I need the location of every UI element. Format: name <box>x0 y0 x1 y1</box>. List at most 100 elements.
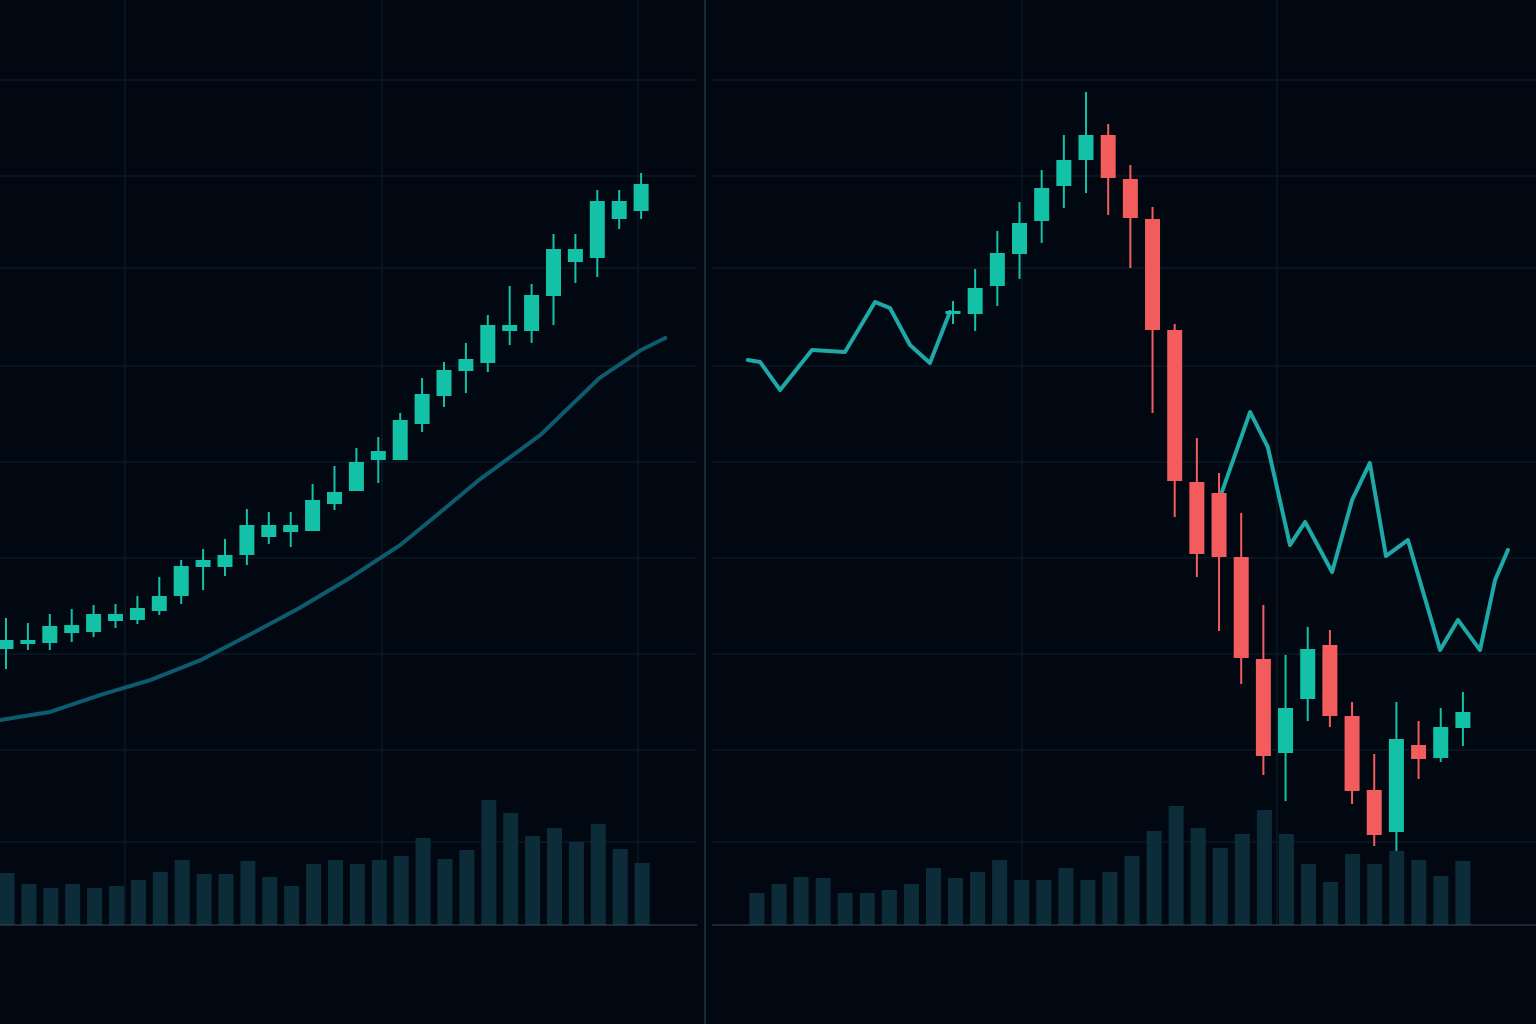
candle-body <box>261 525 277 537</box>
candle-down <box>1145 207 1161 413</box>
candle-body <box>436 370 452 396</box>
volume-bar <box>992 860 1008 925</box>
volume-bar <box>1014 880 1030 925</box>
candle-up <box>633 173 649 219</box>
volume-bar <box>130 880 146 925</box>
candle-body <box>1122 179 1138 218</box>
volume-bar <box>612 849 628 925</box>
candle-body <box>20 640 36 644</box>
candle-up <box>1078 92 1094 193</box>
candle-body <box>86 614 102 632</box>
volume-bar <box>1036 880 1052 925</box>
candle-body <box>1211 493 1227 557</box>
candle-up <box>42 614 58 650</box>
candle-body <box>1056 160 1072 186</box>
candle-up <box>195 549 211 590</box>
candle-up <box>1388 702 1404 851</box>
candle-up <box>348 448 364 491</box>
candle-up <box>1034 170 1050 243</box>
candle-body <box>1411 745 1427 759</box>
candle-down <box>1255 605 1271 775</box>
candle-up <box>86 605 102 637</box>
candle-body <box>1366 790 1382 835</box>
volume-bar <box>437 859 453 925</box>
candle-down <box>1122 165 1138 268</box>
candle-body <box>546 249 561 296</box>
candle-up <box>217 539 233 576</box>
candle-up <box>305 484 321 531</box>
candle-body <box>1255 659 1271 756</box>
volume-bar <box>109 886 124 925</box>
volume-bar <box>1124 856 1140 925</box>
candle-body <box>1012 223 1028 254</box>
candle-up <box>1433 708 1449 762</box>
candle-down <box>1211 473 1227 631</box>
candle-body <box>305 500 321 531</box>
candle-up <box>392 413 408 460</box>
candle-body <box>129 608 145 620</box>
candle-body <box>1388 739 1404 832</box>
volume-bar <box>65 884 81 925</box>
candle-up <box>524 284 540 343</box>
candle-body <box>217 555 233 567</box>
candle-up <box>327 466 342 510</box>
candle-down <box>1366 754 1382 846</box>
volume-bar <box>262 877 278 925</box>
volume-bar <box>174 860 190 925</box>
candle-body <box>1145 219 1161 330</box>
candle-up <box>945 301 961 324</box>
volume-bar <box>1433 876 1449 925</box>
candle-up <box>1012 202 1028 279</box>
candle-up <box>151 577 167 615</box>
candle-body <box>967 288 983 314</box>
volume-bar <box>481 800 497 925</box>
volume-bar <box>1080 880 1096 925</box>
volume-bar <box>568 842 584 925</box>
candle-body <box>1233 557 1249 658</box>
candle-body <box>1300 649 1316 699</box>
candle-up <box>1278 655 1294 801</box>
volume-bar <box>43 888 59 925</box>
candle-body <box>1433 727 1449 758</box>
candle-body <box>1034 188 1050 221</box>
price-line-segment <box>745 300 952 392</box>
volume-bar <box>371 860 387 925</box>
candle-body <box>989 253 1005 286</box>
candle-up <box>989 231 1005 306</box>
volume-bar <box>970 872 986 925</box>
candle-down <box>1411 721 1427 779</box>
volume-bar <box>771 884 787 925</box>
candle-body <box>348 462 364 491</box>
candle-body <box>1322 645 1338 716</box>
volume-bar <box>87 888 103 925</box>
volume-bar <box>815 878 831 925</box>
volume-bar <box>1102 872 1118 925</box>
candle-down <box>1322 630 1338 727</box>
volume-bar <box>948 878 964 925</box>
volume-bar <box>634 863 650 925</box>
candle-up <box>546 234 561 325</box>
volume-bar <box>547 828 562 925</box>
candle-up <box>502 286 518 345</box>
candle-body <box>414 394 430 424</box>
moving-average-line <box>0 336 668 722</box>
volume-bar <box>793 877 809 925</box>
candle-body <box>502 325 518 331</box>
volume-bar <box>925 868 941 925</box>
candle-up <box>239 509 255 565</box>
volume-bar <box>306 864 322 925</box>
candle-body <box>173 566 189 596</box>
volume-bar <box>1190 828 1206 925</box>
volume-bar <box>349 864 365 925</box>
candle-up <box>20 623 36 650</box>
candle-body <box>524 295 540 331</box>
candle-up <box>1056 135 1072 208</box>
price-line-segment <box>1219 410 1510 652</box>
candle-body <box>589 201 605 258</box>
volume-bar <box>0 873 15 925</box>
candle-body <box>567 249 583 262</box>
candle-body <box>283 525 299 532</box>
candle-body <box>108 614 123 621</box>
